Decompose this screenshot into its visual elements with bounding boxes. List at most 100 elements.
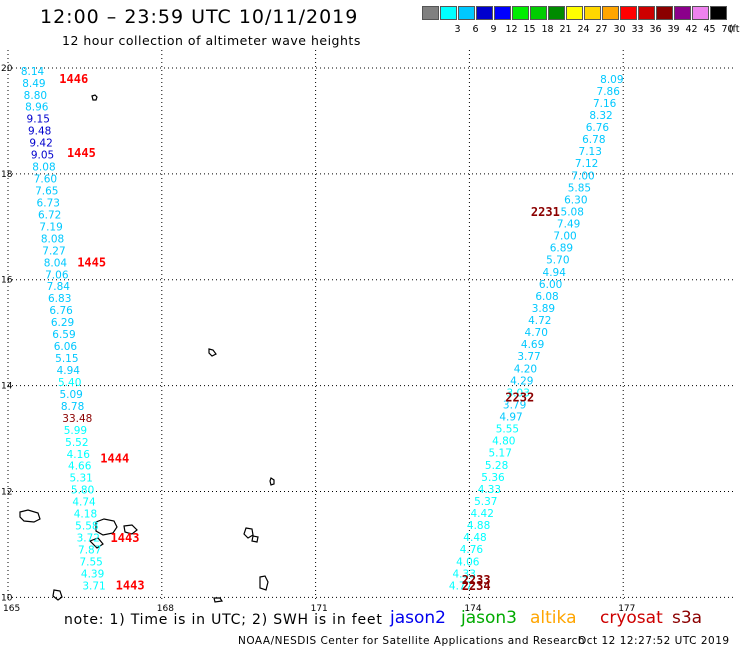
wave-height-value: 4.70 [525,327,548,339]
altimeter-tracks: 8.148.498.808.969.159.489.429.058.087.60… [21,66,624,593]
island-outline [251,535,259,543]
wave-height-value: 6.76 [49,305,73,317]
wave-height-value: 7.06 [45,269,69,281]
wave-height-value: 4.94 [57,365,81,377]
map-subtitle: 12 hour collection of altimeter wave hei… [62,33,361,48]
satellite-legend-item: s3a [672,608,703,628]
wave-height-value: 4.69 [521,339,544,351]
wave-height-value: 5.15 [55,353,78,365]
color-swatch [602,6,619,20]
color-swatch [620,6,637,20]
color-scale-label: 39 [667,24,680,35]
color-scale-label: 30 [613,24,626,35]
wave-height-value: 4.74 [72,497,96,509]
longitude-tick-label: 177 [618,604,635,614]
color-scale-label: 12 [505,24,518,35]
units-note: note: 1) Time is in UTC; 2) SWH is in fe… [64,612,383,628]
color-scale-label: 33 [631,24,644,35]
color-swatch [584,6,601,20]
wave-height-value: 8.32 [589,110,612,122]
wave-height-value: 3.77 [517,351,540,363]
wave-height-value: 7.12 [575,158,598,170]
wave-height-value: 5.36 [481,472,505,484]
wave-height-value: 6.08 [535,291,558,303]
pass-time-label: 2233 [462,573,491,587]
wave-height-value: 4.16 [67,449,91,461]
wave-height-value: 5.17 [489,448,512,460]
wave-height-value: 5.99 [64,425,87,437]
color-swatch [476,6,493,20]
wave-height-value: 4.80 [492,436,515,448]
pass-time-label: 2232 [505,390,534,404]
latitude-tick-label: 12 [1,487,12,497]
wave-height-value: 4.94 [543,267,567,279]
island-outline [123,524,138,535]
color-scale-label: 70 [721,24,734,35]
wave-height-value: 5.28 [485,460,508,472]
pass-time-label: 1444 [100,451,129,465]
credit-text: NOAA/NESDIS Center for Satellite Applica… [238,635,585,647]
color-scale-label: 9 [490,24,497,35]
color-scale-label: 3 [454,24,461,35]
satellite-legend-item: altika [530,608,577,628]
island-outline [91,94,98,101]
island-outlines [19,94,275,603]
wave-height-value: 6.73 [37,197,60,209]
wave-height-value: 5.08 [561,206,584,218]
wave-height-value: 4.29 [510,375,533,387]
wave-height-value: 7.60 [34,174,57,186]
color-scale-label: 45 [703,24,716,35]
wave-height-value: 6.83 [48,293,71,305]
pass-time-label: 2234 [462,579,491,593]
wave-height-value: 8.08 [32,162,55,174]
wave-height-value: 7.86 [597,86,621,98]
wave-height-value: 8.96 [25,102,49,114]
wave-height-value: 3.03 [507,387,530,399]
wave-height-value: 5.80 [71,485,94,497]
wave-height-value: 6.30 [564,194,587,206]
wave-height-value: 5.70 [546,255,569,267]
wave-height-value: 9.05 [31,150,54,162]
wave-height-value: 5.31 [69,473,92,485]
wave-height-value: 4.42 [471,508,494,520]
wave-height-value: 6.29 [51,317,74,329]
wave-height-value: 7.13 [579,146,602,158]
wave-height-value: 6.00 [539,279,562,291]
wave-height-value: 8.08 [41,233,64,245]
pass-time-label: 1445 [77,255,106,269]
color-scale-label: 36 [649,24,662,35]
latitude-tick-label: 20 [1,64,13,74]
wave-height-value: 8.78 [61,401,84,413]
color-swatch [566,6,583,20]
color-scale-unit: (ft) [728,24,740,35]
wave-height-value: 4.77 [449,580,472,592]
graticule [7,50,736,600]
wave-height-value: 4.20 [514,363,537,375]
wave-height-value: 4.97 [499,412,522,424]
wave-height-value: 4.72 [528,315,551,327]
wave-height-value: 7.84 [47,281,71,293]
wave-height-value: 7.27 [42,245,65,257]
color-swatch [638,6,655,20]
wave-height-value: 7.65 [35,185,58,197]
longitude-tick-label: 165 [3,604,20,614]
wave-height-value: 6.76 [586,122,610,134]
island-outline [213,597,224,603]
pass-time-label: 1445 [67,146,96,160]
longitude-tick-label: 168 [157,604,174,614]
wave-height-value: 5.40 [58,377,81,389]
wave-height-value: 7.49 [557,219,580,231]
color-scale-label: 15 [523,24,536,35]
island-outline [19,509,41,523]
wave-height-value: 5.37 [474,496,497,508]
wave-height-value: 3.89 [532,303,555,315]
latitude-tick-label: 18 [1,170,13,180]
island-outline [259,575,269,591]
wave-height-value: 5.09 [59,389,82,401]
wave-height-value: 3.71 [82,580,105,592]
wave-height-value: 6.59 [52,329,75,341]
wave-height-value: 33.48 [62,413,92,425]
color-swatch [530,6,547,20]
